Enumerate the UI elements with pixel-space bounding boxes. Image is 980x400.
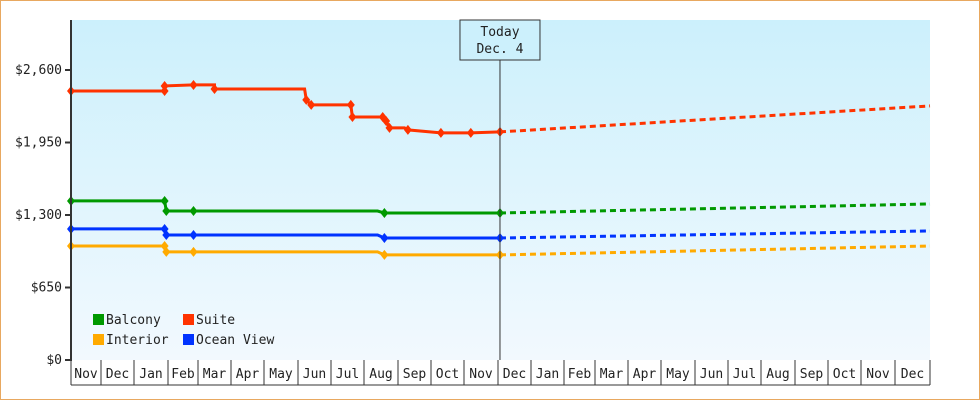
data-point-marker[interactable] bbox=[162, 246, 171, 257]
today-label: Today bbox=[480, 25, 519, 40]
data-point-marker[interactable] bbox=[160, 195, 169, 206]
data-point-marker[interactable] bbox=[403, 124, 412, 135]
y-tick-label: $0 bbox=[46, 353, 62, 368]
data-point-marker[interactable] bbox=[189, 229, 198, 240]
legend-item-interior: Interior bbox=[93, 333, 169, 348]
x-tick-label: Jan bbox=[536, 367, 559, 382]
data-point-marker[interactable] bbox=[466, 127, 475, 138]
legend-item-balcony: Balcony bbox=[93, 313, 161, 328]
x-tick-label: Apr bbox=[236, 367, 260, 382]
x-tick-label: Oct bbox=[833, 367, 856, 382]
x-tick-label: Apr bbox=[633, 367, 657, 382]
x-tick-label: Jul bbox=[733, 367, 756, 382]
forecast-line bbox=[499, 202, 931, 215]
x-tick-label: Dec bbox=[106, 367, 129, 382]
data-point-marker[interactable] bbox=[189, 205, 198, 216]
x-tick-label: Oct bbox=[436, 367, 459, 382]
x-tick-label: Dec bbox=[901, 367, 924, 382]
data-point-marker[interactable] bbox=[380, 232, 389, 243]
data-point-marker[interactable] bbox=[382, 115, 391, 126]
legend-label: Suite bbox=[196, 313, 235, 328]
data-point-marker[interactable] bbox=[162, 205, 171, 216]
x-tick-label: Jul bbox=[336, 367, 359, 382]
x-tick-label: Aug bbox=[369, 367, 392, 382]
data-point-marker[interactable] bbox=[210, 83, 219, 94]
forecast-line bbox=[499, 244, 931, 257]
data-point-marker[interactable] bbox=[189, 246, 198, 257]
x-tick-label: Mar bbox=[203, 367, 227, 382]
data-point-marker[interactable] bbox=[385, 122, 394, 133]
data-point-marker[interactable] bbox=[189, 79, 198, 90]
x-tick-label: Nov bbox=[469, 367, 493, 382]
data-point-marker[interactable] bbox=[436, 127, 445, 138]
x-tick-label: Jun bbox=[700, 367, 723, 382]
legend-label: Interior bbox=[106, 333, 169, 348]
data-point-marker[interactable] bbox=[380, 249, 389, 260]
legend-item-suite: Suite bbox=[183, 313, 235, 328]
series-ocean-view bbox=[67, 223, 931, 243]
x-tick-label: Jan bbox=[139, 367, 162, 382]
today-date: Dec. 4 bbox=[476, 42, 523, 57]
x-tick-label: Mar bbox=[600, 367, 624, 382]
plot-area bbox=[71, 20, 930, 360]
legend-label: Ocean View bbox=[196, 333, 274, 348]
axes: $0 $650 $1,300 $1,950 $2,600 Nov Dec Jan Feb Mar A… bbox=[15, 20, 931, 386]
legend-swatch bbox=[93, 314, 104, 325]
series-suite bbox=[67, 79, 931, 138]
x-tick-label: May bbox=[269, 367, 293, 382]
legend-item-ocean-view: Ocean View bbox=[183, 333, 274, 348]
x-tick-label: Jun bbox=[303, 367, 326, 382]
today-marker: Today Dec. 4 bbox=[459, 19, 541, 360]
x-tick-label: Dec bbox=[503, 367, 526, 382]
data-point-marker[interactable] bbox=[302, 94, 311, 105]
forecast-line bbox=[499, 104, 931, 134]
y-tick-label: $1,300 bbox=[15, 208, 62, 223]
data-point-marker[interactable] bbox=[346, 99, 355, 110]
legend-label: Balcony bbox=[106, 313, 161, 328]
series-balcony bbox=[67, 195, 931, 218]
x-tick-label: Feb bbox=[171, 367, 195, 382]
x-tick-label: Sep bbox=[800, 367, 824, 382]
data-point-marker[interactable] bbox=[307, 99, 316, 110]
data-point-marker[interactable] bbox=[160, 85, 169, 96]
legend-swatch bbox=[183, 334, 194, 345]
data-point-marker[interactable] bbox=[380, 207, 389, 218]
x-tick-label: Aug bbox=[766, 367, 789, 382]
data-point-marker[interactable] bbox=[348, 111, 357, 122]
x-tick-label: May bbox=[666, 367, 690, 382]
y-tick-label: $2,600 bbox=[15, 63, 62, 78]
series-interior bbox=[67, 241, 931, 260]
series-layer bbox=[67, 79, 931, 260]
y-tick-label: $1,950 bbox=[15, 136, 62, 151]
x-tick-label: Feb bbox=[568, 367, 592, 382]
x-tick-label: Nov bbox=[74, 367, 98, 382]
x-tick-label: Nov bbox=[866, 367, 890, 382]
legend-swatch bbox=[93, 334, 104, 345]
data-point-marker[interactable] bbox=[160, 80, 169, 91]
today-label-box bbox=[459, 19, 541, 61]
legend-swatch bbox=[183, 314, 194, 325]
legend: Balcony Suite Interior Ocean View bbox=[93, 313, 274, 348]
data-point-marker[interactable] bbox=[162, 229, 171, 240]
y-tick-label: $650 bbox=[31, 281, 62, 296]
forecast-line bbox=[499, 229, 931, 240]
x-tick-label: Sep bbox=[403, 367, 427, 382]
